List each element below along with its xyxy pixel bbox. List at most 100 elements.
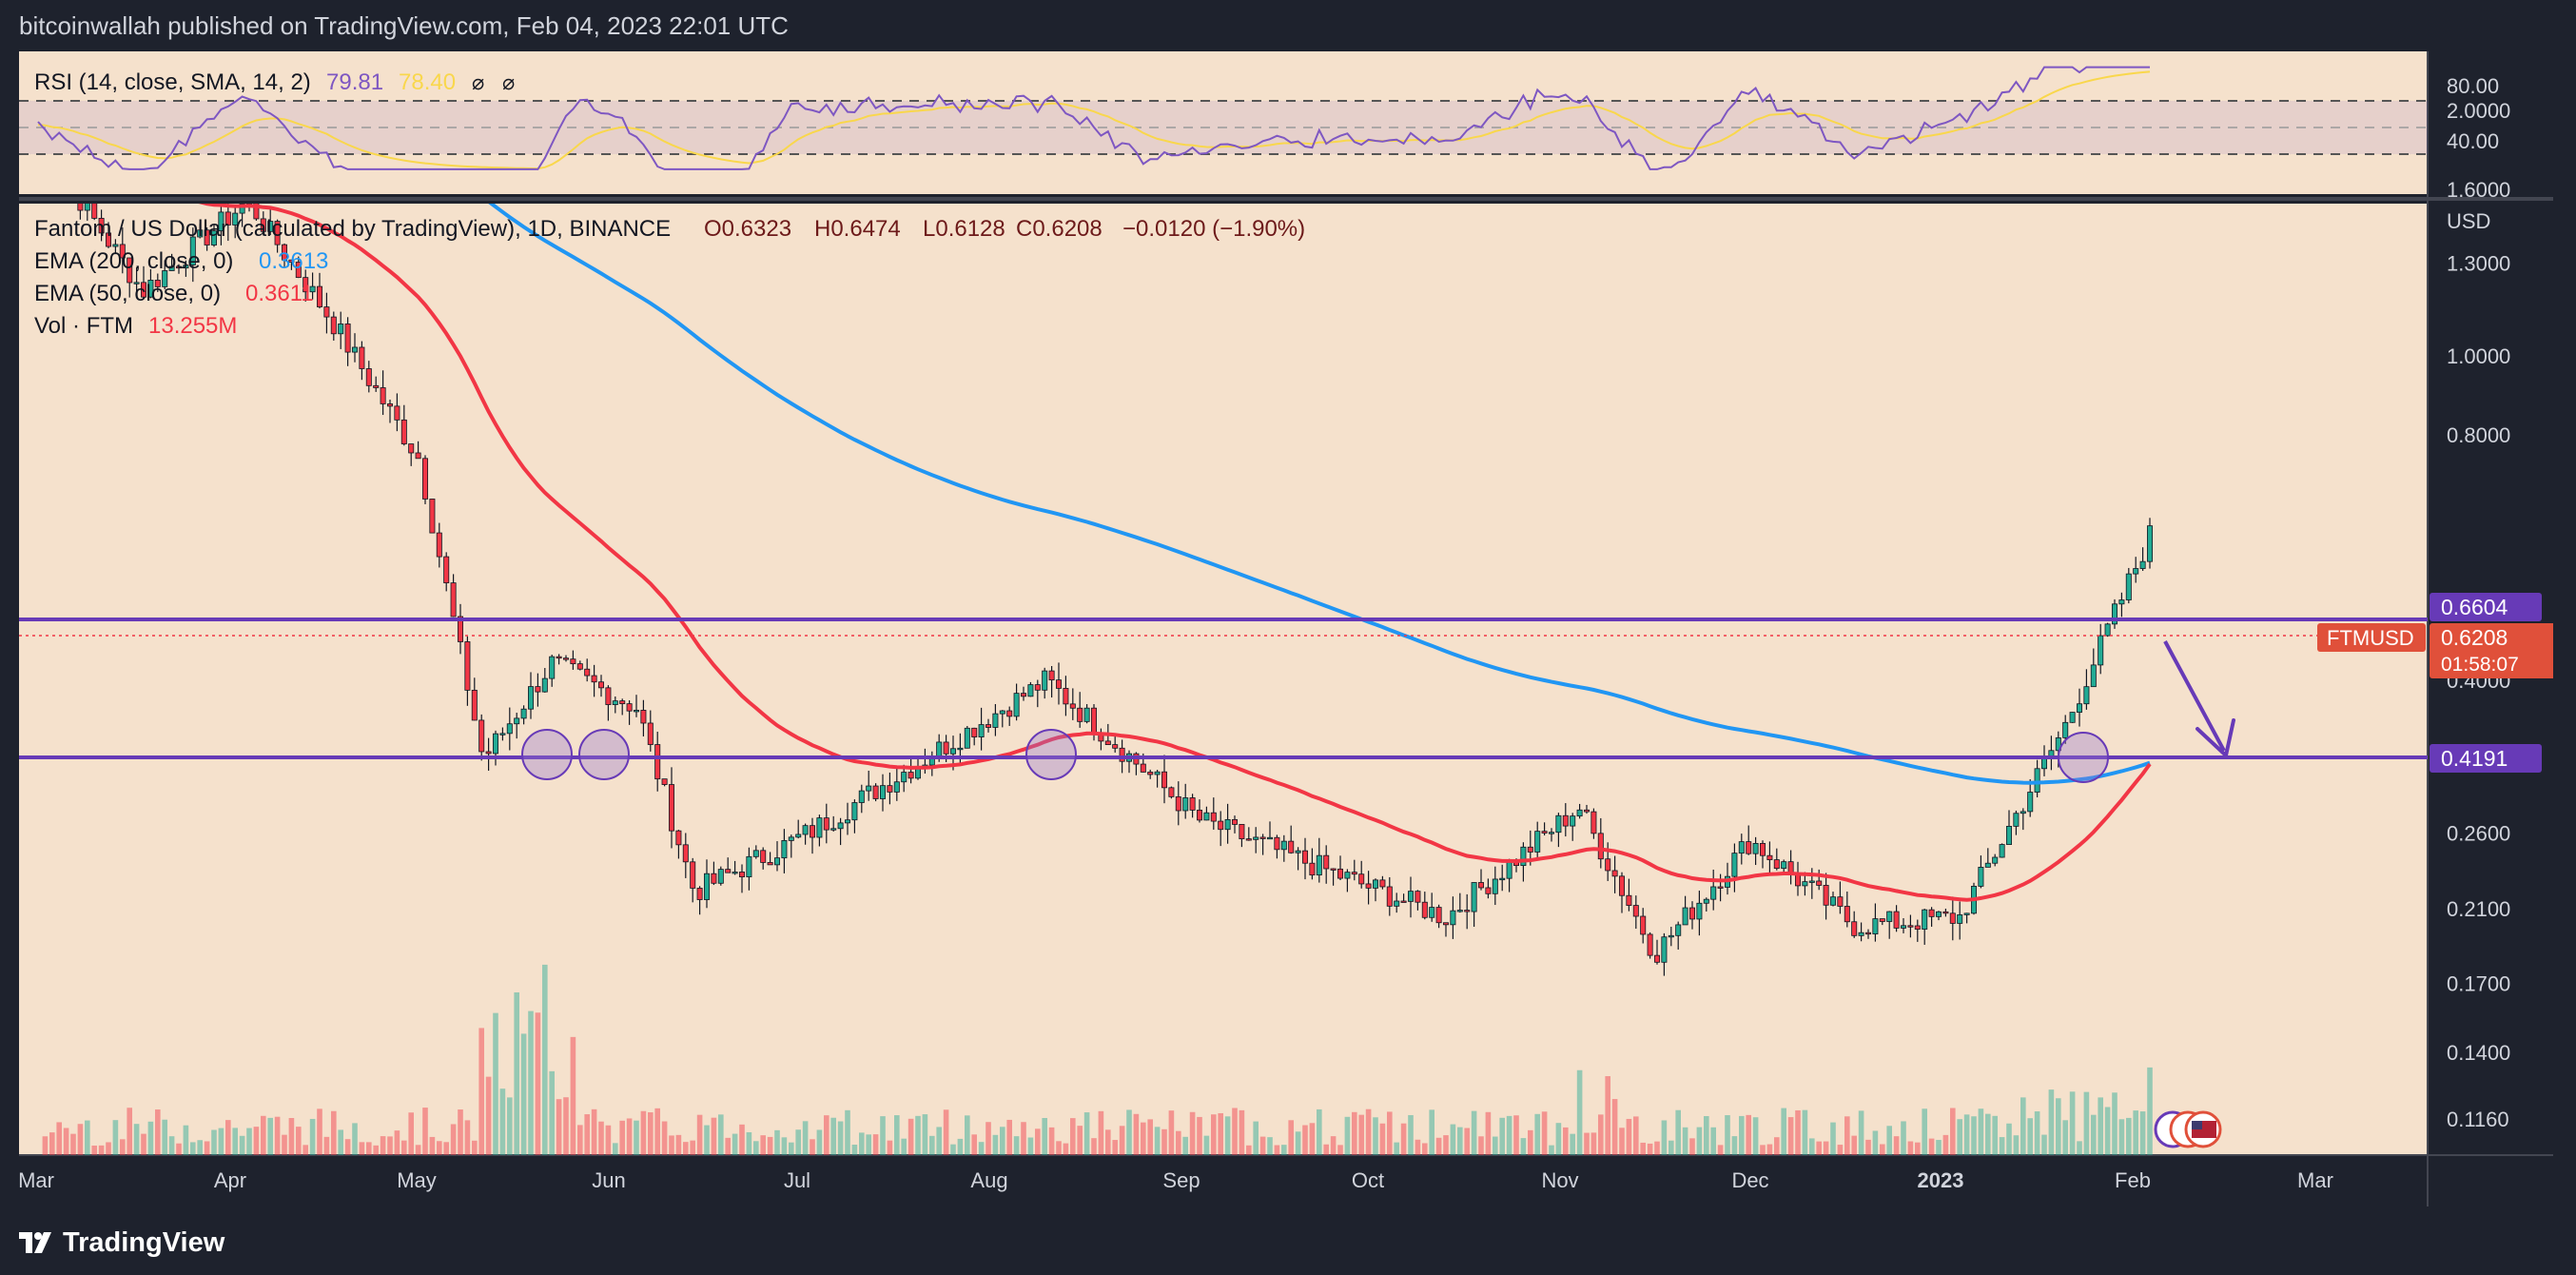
volume-bar: [1239, 1109, 1245, 1155]
rsi-line: [37, 66, 2150, 170]
candle-body: [1006, 710, 1013, 717]
candle-body: [626, 703, 633, 712]
volume-bar: [309, 1118, 316, 1155]
time-axis-label: Sep: [1162, 1168, 1200, 1192]
volume-bar: [1520, 1138, 1527, 1155]
candle-body: [1808, 880, 1815, 883]
volume-bar: [1957, 1119, 1962, 1155]
candle-body: [1879, 918, 1885, 922]
price-tick-label: 2.0000: [2447, 99, 2510, 123]
volume-bar: [1281, 1145, 1287, 1155]
candle-body: [1408, 891, 1415, 902]
hidden-eye-icon[interactable]: ⌀: [502, 70, 515, 94]
candle-body: [752, 850, 759, 857]
volume-bar: [422, 1108, 428, 1155]
volume-bar: [1619, 1128, 1625, 1155]
candle-body: [1675, 924, 1682, 936]
candle-body: [1295, 850, 1301, 853]
volume-bar: [1485, 1111, 1492, 1155]
volume-bar: [1746, 1114, 1751, 1155]
volume-bar: [1267, 1137, 1273, 1155]
candle-body: [218, 211, 224, 232]
candle-body: [1274, 836, 1280, 851]
volume-bar: [640, 1110, 647, 1155]
time-axis-label: May: [397, 1168, 437, 1192]
candle-body: [365, 368, 372, 386]
candle-body: [1661, 936, 1668, 963]
volume-bar: [1000, 1127, 1005, 1155]
volume-bar: [1513, 1115, 1519, 1155]
candle-body: [1224, 818, 1231, 831]
time-axis-label: Oct: [1352, 1168, 1384, 1192]
candle-body: [535, 686, 541, 693]
volume-bar: [63, 1128, 69, 1155]
volume-bar: [696, 1114, 703, 1155]
candle-body: [1717, 886, 1724, 889]
tradingview-logo[interactable]: TradingView: [19, 1224, 224, 1262]
hidden-eye-icon[interactable]: ⌀: [472, 70, 484, 94]
candle-body: [2040, 757, 2047, 770]
candle-body: [978, 724, 985, 737]
price-axis-ticks: 2.00001.60001.30001.00000.80000.50000.40…: [2447, 99, 2510, 1131]
volume-bar: [528, 1010, 534, 1155]
candle-body: [810, 825, 816, 838]
volume-bar: [1844, 1116, 1850, 1155]
volume-bar: [1056, 1141, 1062, 1155]
volume-bar: [929, 1135, 935, 1155]
volume-bar: [1795, 1109, 1801, 1155]
volume-bar: [824, 1115, 829, 1155]
volume-bar: [619, 1120, 625, 1155]
ema50-value: 0.3611: [245, 281, 314, 306]
candle-body: [288, 259, 295, 263]
volume-bar: [943, 1109, 949, 1155]
event-flags[interactable]: [2154, 1110, 2222, 1148]
volume-bar: [1317, 1108, 1322, 1155]
rsi-sma-value: 78.40: [399, 69, 456, 95]
volume-bar: [2048, 1089, 2055, 1155]
volume-bar: [1098, 1110, 1104, 1155]
candle-body: [1203, 812, 1210, 821]
candle-body: [1632, 905, 1639, 917]
volume-bar: [232, 1128, 238, 1155]
candle-body: [1689, 907, 1696, 920]
candle-body: [421, 458, 428, 500]
candle-body: [880, 785, 887, 799]
candle-body: [781, 840, 788, 859]
volume-bar: [683, 1142, 689, 1155]
volume-bar: [98, 1145, 105, 1155]
volume-bar: [2104, 1107, 2111, 1155]
volume-bar: [168, 1136, 175, 1155]
price-tick-label: 1.6000: [2447, 178, 2510, 202]
candle-body: [1429, 907, 1435, 918]
volume-bar: [1549, 1145, 1554, 1155]
volume-bar: [387, 1136, 393, 1155]
candle-body: [1478, 882, 1485, 889]
volume-bar: [1611, 1099, 1618, 1155]
candle-body: [767, 862, 773, 866]
volume-bar: [1035, 1128, 1041, 1155]
candle-body: [2133, 568, 2139, 575]
volume-bar: [1400, 1123, 1407, 1155]
change-value: −0.0120 (−1.90%): [1122, 216, 1305, 242]
candle-body: [858, 790, 865, 803]
volume-bar: [408, 1112, 414, 1155]
volume-bar: [1253, 1121, 1259, 1155]
volume-bar: [1365, 1108, 1372, 1155]
candle-body: [1147, 772, 1154, 775]
candle-body: [774, 857, 781, 866]
volume-bar: [1063, 1143, 1069, 1155]
candle-body: [1140, 763, 1146, 773]
volume-bar: [1197, 1116, 1202, 1155]
volume-bar: [429, 1136, 436, 1155]
volume-bar: [1048, 1127, 1055, 1155]
candle-body: [866, 785, 872, 792]
volume-bar: [1915, 1142, 1921, 1155]
volume-bar: [162, 1119, 167, 1155]
candle-body: [1168, 787, 1175, 797]
volume-bar: [634, 1120, 639, 1155]
time-axis[interactable]: Mar Apr May Jun Jul Aug Sep Oct Nov Dec 2023 Feb Mar: [19, 1168, 2333, 1192]
volume-bar: [591, 1108, 597, 1155]
volume-bar: [2027, 1118, 2033, 1155]
chart-canvas[interactable]: RSI (14, close, SMA, 14, 2) 79.81 78.40 …: [19, 51, 2553, 1206]
volume-bar: [1654, 1141, 1660, 1155]
